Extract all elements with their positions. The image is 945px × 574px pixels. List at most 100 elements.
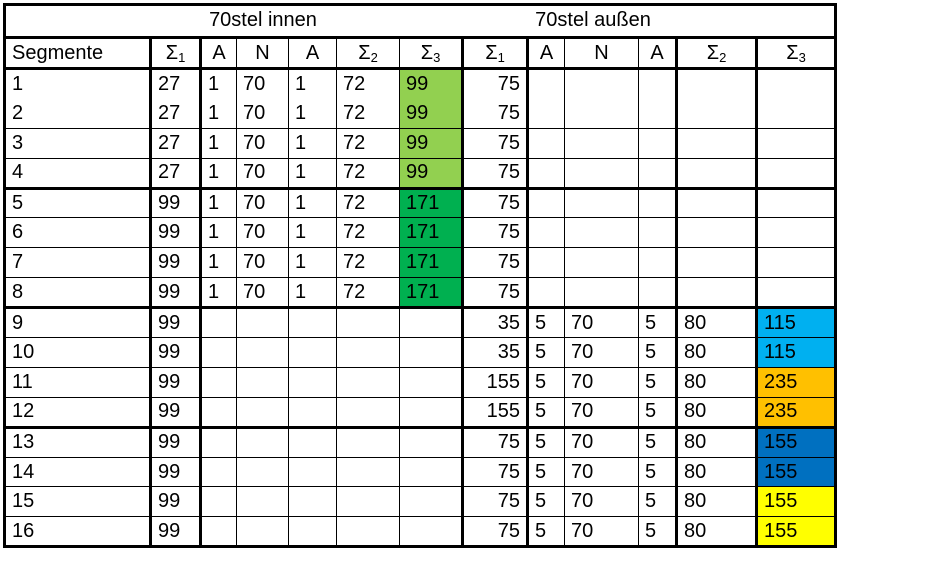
value-cell: 72 — [336, 277, 400, 309]
segment-cell: 12 — [3, 396, 151, 428]
value-cell: 5 — [526, 396, 565, 428]
value-cell: 235 — [755, 366, 837, 398]
value-cell — [526, 157, 565, 189]
value-cell: 99 — [149, 456, 201, 488]
value-cell: 75 — [461, 186, 528, 219]
segment-cell: 4 — [3, 157, 151, 189]
table-row: 1 27 1 70 1 72 99 75 — [3, 67, 837, 99]
value-cell — [399, 425, 463, 458]
column-header: Σ2 — [675, 36, 757, 70]
value-cell: 27 — [149, 98, 201, 129]
column-header: Σ3 — [755, 36, 837, 70]
value-cell — [638, 98, 677, 129]
value-cell: 1 — [199, 157, 237, 189]
value-cell: 99 — [149, 306, 201, 339]
value-cell — [336, 486, 400, 518]
value-cell — [755, 127, 837, 159]
value-cell — [638, 217, 677, 249]
value-cell: 99 — [149, 486, 201, 518]
value-cell — [199, 456, 237, 488]
value-cell: 80 — [675, 366, 757, 398]
value-cell: 70 — [236, 67, 289, 99]
value-cell: 5 — [526, 337, 565, 368]
value-cell: 5 — [638, 306, 677, 339]
value-cell: 115 — [755, 337, 837, 368]
value-cell: 75 — [461, 486, 528, 518]
value-cell: 75 — [461, 516, 528, 549]
value-cell: 1 — [199, 217, 237, 249]
value-cell: 1 — [199, 98, 237, 129]
value-cell: 70 — [236, 277, 289, 309]
value-cell: 70 — [564, 486, 639, 518]
value-cell — [336, 306, 400, 339]
value-cell: 5 — [638, 486, 677, 518]
value-cell: 75 — [461, 277, 528, 309]
segment-cell: 13 — [3, 425, 151, 458]
value-cell: 115 — [755, 306, 837, 339]
value-cell: 1 — [288, 277, 337, 309]
value-cell: 70 — [564, 337, 639, 368]
value-cell: 5 — [526, 425, 565, 458]
value-cell — [288, 366, 337, 398]
value-cell: 80 — [675, 396, 757, 428]
table-row: 6 99 1 70 1 72 171 75 — [3, 217, 837, 249]
value-cell — [755, 277, 837, 309]
value-cell — [336, 456, 400, 488]
value-cell: 1 — [199, 67, 237, 99]
value-cell: 72 — [336, 186, 400, 219]
value-cell: 5 — [526, 516, 565, 549]
value-cell: 75 — [461, 217, 528, 249]
value-cell — [336, 396, 400, 428]
value-cell — [675, 127, 757, 159]
column-header: Σ1 — [461, 36, 528, 70]
value-cell — [526, 98, 565, 129]
value-cell — [675, 157, 757, 189]
value-cell: 70 — [564, 516, 639, 549]
value-cell: 80 — [675, 425, 757, 458]
value-cell: 70 — [236, 127, 289, 159]
column-header: Σ1 — [149, 36, 201, 70]
value-cell: 5 — [638, 366, 677, 398]
value-cell — [399, 366, 463, 398]
value-cell: 171 — [399, 277, 463, 309]
value-cell — [564, 217, 639, 249]
value-cell: 70 — [236, 186, 289, 219]
value-cell — [236, 516, 289, 549]
value-cell — [526, 277, 565, 309]
value-cell — [399, 456, 463, 488]
value-cell: 27 — [149, 157, 201, 189]
value-cell: 70 — [564, 306, 639, 339]
value-cell: 70 — [564, 456, 639, 488]
value-cell: 1 — [199, 247, 237, 279]
table-row: 7 99 1 70 1 72 171 75 — [3, 247, 837, 279]
value-cell — [675, 186, 757, 219]
table-row: 3 27 1 70 1 72 99 75 — [3, 127, 837, 159]
table-row: 14 99 75 5 70 5 80 155 — [3, 456, 837, 488]
column-header: N — [564, 36, 639, 70]
value-cell: 80 — [675, 337, 757, 368]
value-cell: 99 — [149, 337, 201, 368]
value-cell — [399, 486, 463, 518]
value-cell: 75 — [461, 127, 528, 159]
value-cell — [675, 277, 757, 309]
value-cell — [564, 186, 639, 219]
value-cell: 235 — [755, 396, 837, 428]
value-cell — [288, 396, 337, 428]
value-cell: 1 — [199, 127, 237, 159]
value-cell: 80 — [675, 516, 757, 549]
value-cell: 5 — [526, 366, 565, 398]
value-cell: 1 — [288, 186, 337, 219]
segment-cell: 8 — [3, 277, 151, 309]
value-cell: 5 — [526, 456, 565, 488]
column-header: A — [638, 36, 677, 70]
value-cell — [288, 486, 337, 518]
value-cell: 99 — [149, 425, 201, 458]
column-header: Σ2 — [336, 36, 400, 70]
value-cell: 5 — [638, 396, 677, 428]
value-cell — [236, 396, 289, 428]
value-cell — [638, 186, 677, 219]
value-cell: 99 — [149, 396, 201, 428]
title-cell: 70stel innen 70stel außen — [3, 3, 837, 39]
segment-cell: 3 — [3, 127, 151, 159]
value-cell: 99 — [399, 157, 463, 189]
